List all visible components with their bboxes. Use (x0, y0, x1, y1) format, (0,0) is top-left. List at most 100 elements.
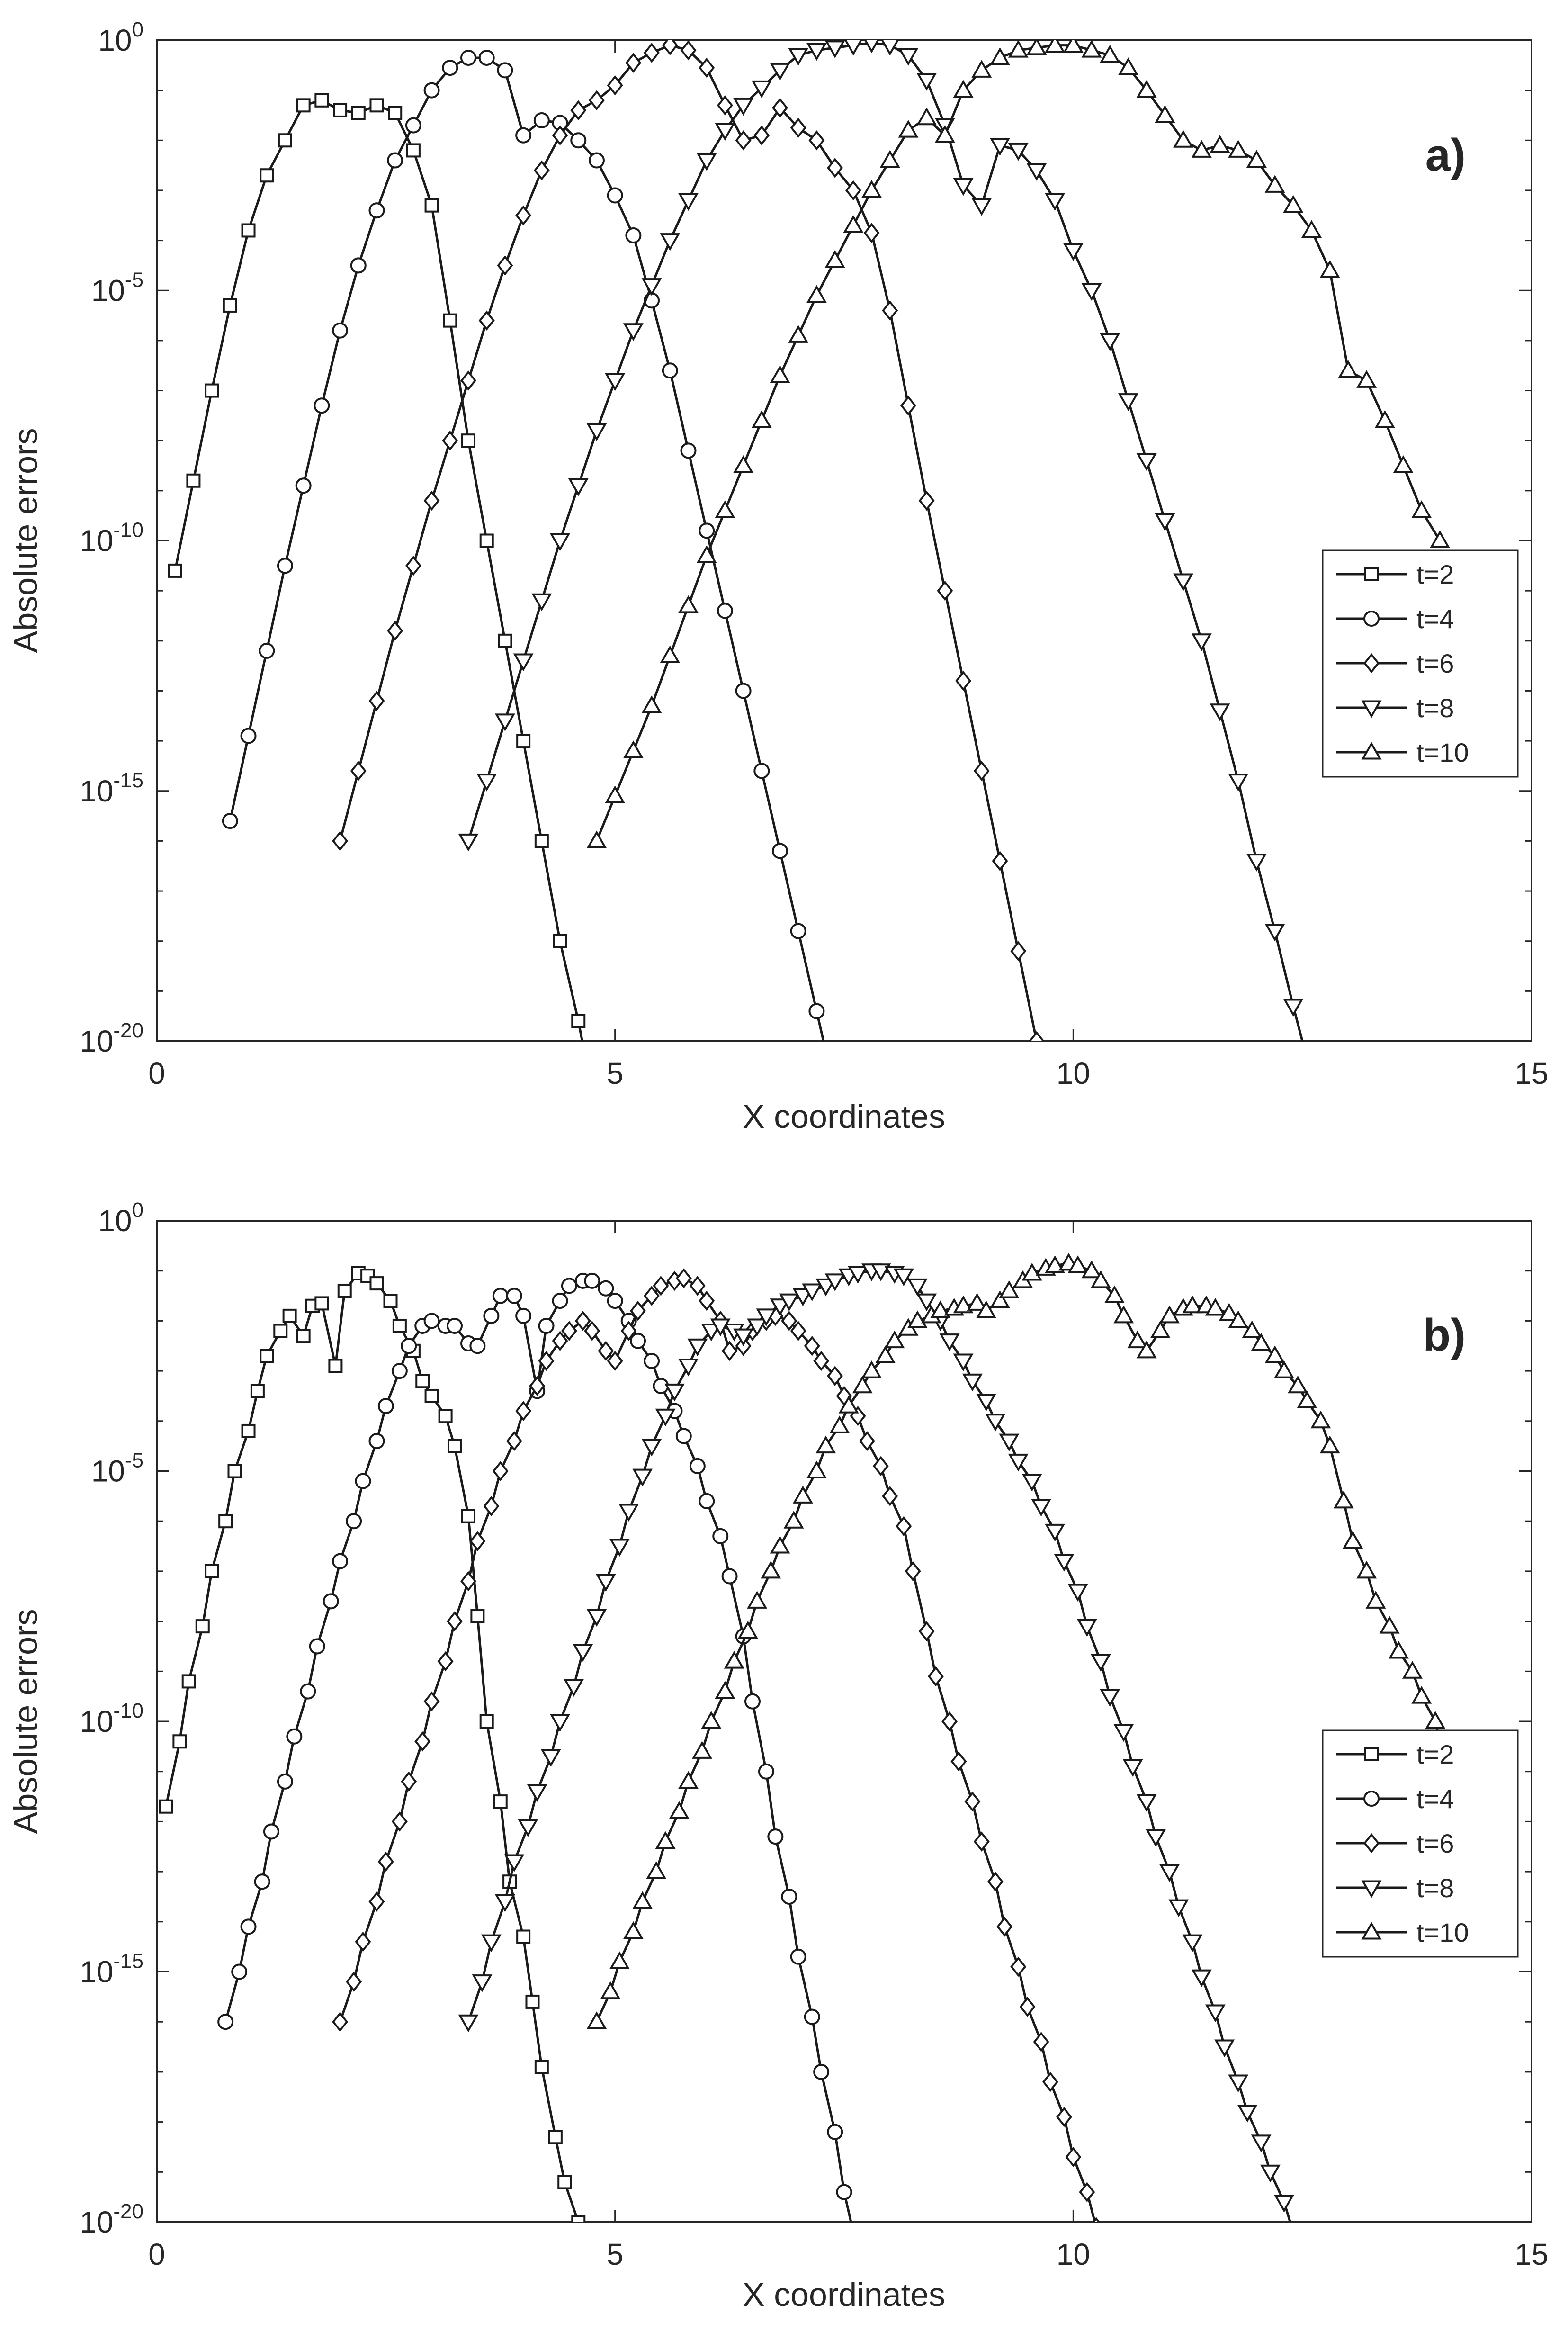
data-point-a-t=8-6 (568, 478, 589, 496)
data-point-b-t=10-71 (1402, 1661, 1423, 1679)
data-point-a-t=10-8 (733, 455, 754, 473)
data-point-b-t=8-1 (472, 1974, 493, 1992)
data-point-b-t=4-26 (515, 1307, 532, 1324)
data-point-b-t=6-49 (896, 1516, 912, 1536)
data-point-b-t=10-67 (1356, 1560, 1377, 1579)
data-point-a-t=8-35 (1100, 333, 1120, 351)
data-point-b-t=8-55 (1090, 1654, 1111, 1672)
data-point-b-t=6-4 (377, 1851, 394, 1872)
data-point-a-t=10-14 (843, 215, 864, 233)
data-series-a (168, 40, 1450, 1041)
data-point-a-t=10-18 (916, 107, 937, 126)
data-point-a-t=6-1 (350, 761, 367, 781)
data-point-b-t=6-5 (391, 1811, 408, 1832)
data-point-a-t=6-20 (699, 57, 715, 78)
data-point-b-t=2-30 (493, 1794, 508, 1809)
data-point-b-t=6-64 (1065, 2147, 1082, 2167)
data-point-a-t=2-19 (516, 734, 531, 748)
data-point-a-t=4-8 (368, 202, 385, 219)
data-point-b-t=8-27 (770, 1298, 790, 1316)
data-point-b-t=8-61 (1159, 1864, 1180, 1882)
y-tick-label-b-3: 10-5 (91, 1449, 143, 1488)
data-point-b-t=10-58 (1251, 1333, 1272, 1351)
data-point-a-t=6-37 (1010, 941, 1027, 962)
data-point-a-t=6-23 (753, 125, 770, 145)
data-point-b-t=6-8 (423, 1691, 440, 1711)
data-point-a-t=8-45 (1283, 999, 1304, 1017)
data-point-a-t=6-2 (368, 691, 385, 711)
data-point-b-t=4-37 (644, 1352, 660, 1369)
data-point-b-t=10-23 (852, 1375, 873, 1394)
data-point-b-t=6-1 (346, 1972, 362, 1992)
data-point-a-t=10-39 (1301, 220, 1322, 238)
data-point-a-t=10-27 (1081, 40, 1102, 58)
data-point-b-t=6-27 (644, 1286, 660, 1306)
data-point-b-t=6-24 (607, 1351, 623, 1371)
data-point-b-t=6-61 (1033, 2032, 1049, 2052)
data-point-b-t=4-23 (483, 1307, 500, 1324)
data-point-b-t=2-37 (571, 2215, 586, 2222)
data-point-b-t=8-62 (1168, 1899, 1189, 1918)
data-point-a-t=10-40 (1319, 260, 1340, 278)
data-point-b-t=6-56 (973, 1831, 990, 1852)
data-point-a-t=2-13 (406, 143, 421, 158)
data-point-b-t=10-3 (623, 1921, 644, 1939)
data-point-b-t=6-41 (804, 1336, 820, 1356)
data-point-b-t=10-36 (999, 1280, 1020, 1298)
data-point-b-t=8-59 (1136, 1794, 1157, 1812)
data-point-a-t=2-11 (369, 98, 384, 113)
data-point-b-t=10-5 (646, 1861, 667, 1879)
data-point-b-t=2-10 (273, 1324, 288, 1338)
data-point-a-t=4-28 (735, 683, 752, 699)
legend-marker-b-t=8 (1361, 1880, 1382, 1899)
data-point-b-t=4-0 (217, 2014, 234, 2030)
data-point-a-t=10-2 (623, 740, 644, 758)
data-point-a-t=8-20 (824, 40, 845, 58)
data-point-a-t=10-44 (1393, 455, 1414, 473)
data-point-a-t=6-33 (937, 580, 953, 601)
data-point-a-t=8-32 (1045, 193, 1066, 211)
legend-marker-a-t=6 (1363, 653, 1380, 674)
data-point-b-t=8-36 (870, 1263, 891, 1281)
data-point-b-t=2-12 (296, 1329, 311, 1343)
y-tick-label-b-0: 10-20 (80, 2200, 143, 2239)
data-point-b-t=8-26 (756, 1308, 777, 1326)
data-point-a-t=10-41 (1338, 360, 1359, 378)
data-point-b-t=8-7 (540, 1749, 561, 1767)
data-point-b-t=8-38 (893, 1268, 914, 1287)
data-point-b-t=2-8 (250, 1384, 265, 1398)
data-point-a-t=2-16 (461, 433, 476, 448)
data-point-b-t=10-61 (1288, 1375, 1308, 1394)
data-point-b-t=8-56 (1100, 1689, 1120, 1707)
data-point-b-t=8-12 (595, 1574, 616, 1592)
data-point-b-t=6-31 (689, 1276, 706, 1296)
data-point-a-t=8-5 (550, 533, 570, 551)
data-point-b-t=10-60 (1274, 1360, 1294, 1378)
data-point-b-t=6-12 (469, 1531, 486, 1551)
data-point-b-t=4-28 (538, 1317, 555, 1334)
data-point-a-t=2-22 (571, 1014, 586, 1028)
y-tick-label-a-3: 10-5 (91, 268, 143, 307)
data-point-b-t=8-57 (1113, 1724, 1134, 1742)
data-point-a-t=4-16 (515, 127, 532, 144)
data-point-b-t=10-38 (1021, 1262, 1042, 1281)
data-point-a-t=8-16 (751, 80, 772, 99)
data-point-a-t=8-19 (806, 43, 827, 61)
data-point-b-t=8-30 (802, 1283, 823, 1302)
data-point-a-t=10-21 (971, 60, 992, 78)
data-point-b-t=8-4 (504, 1854, 525, 1872)
data-point-b-t=10-4 (632, 1891, 653, 1909)
data-point-b-t=8-54 (1076, 1619, 1097, 1637)
data-point-a-t=6-34 (955, 671, 972, 691)
data-point-a-t=10-15 (861, 180, 882, 198)
data-point-a-t=8-14 (715, 123, 735, 141)
data-point-a-t=2-1 (186, 473, 201, 488)
data-point-b-t=8-40 (916, 1293, 937, 1312)
data-point-a-t=2-6 (278, 133, 292, 148)
data-point-b-t=6-39 (781, 1311, 797, 1331)
data-point-b-t=6-18 (538, 1351, 555, 1371)
data-point-b-t=10-26 (884, 1330, 905, 1349)
data-point-b-t=4-24 (492, 1288, 509, 1304)
data-point-a-t=2-10 (351, 106, 366, 120)
data-point-b-t=6-55 (964, 1791, 981, 1812)
